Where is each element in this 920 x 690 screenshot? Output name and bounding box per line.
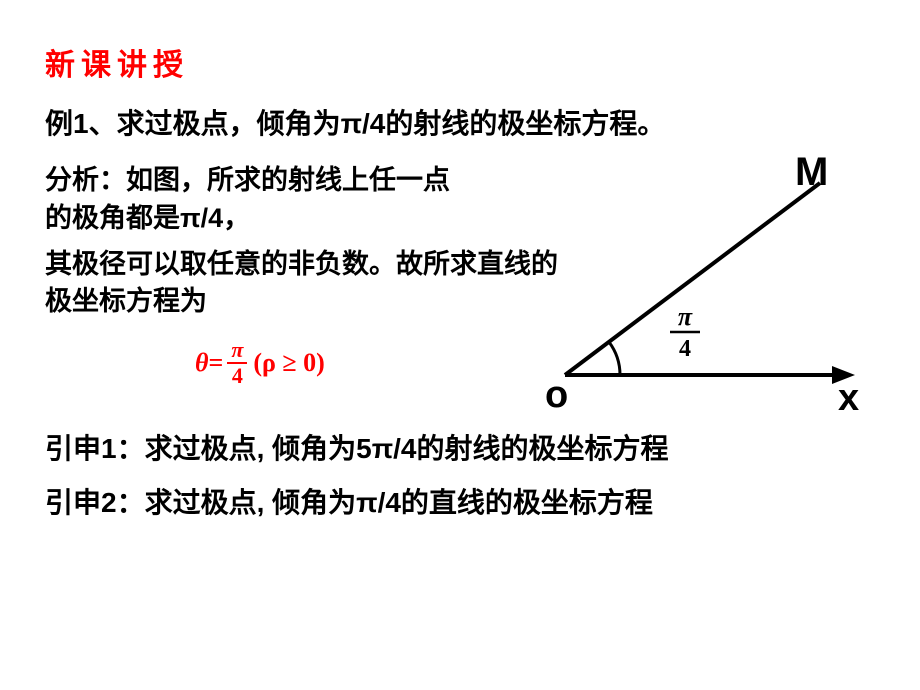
angle-label-fraction: π 4 (670, 302, 700, 362)
ray-diagram: π 4 M o x (520, 155, 870, 415)
fraction-pi-over-4: π 4 (227, 339, 247, 387)
angle-denominator: 4 (679, 336, 691, 362)
origin-label: o (545, 374, 568, 415)
x-axis-label: x (838, 377, 859, 415)
analysis-part2: 其极径可以取任意的非负数。故所求直线的极坐标方程为 (45, 246, 565, 322)
theta-symbol: θ (195, 348, 209, 378)
polar-equation-formula: θ = π 4 (ρ ≥ 0) (195, 339, 325, 387)
rho-condition: (ρ ≥ 0) (253, 348, 325, 378)
section-title: 新课讲授 (45, 40, 890, 84)
fraction-numerator: π (227, 339, 247, 364)
extension-1: 引申1：求过极点, 倾角为5π/4的射线的极坐标方程 (45, 427, 890, 467)
analysis-part1: 分析：如图，所求的射线上任一点的极角都是π/4， (45, 162, 465, 238)
ray-om (565, 183, 820, 375)
example-statement: 例1、求过极点，倾角为π/4的射线的极坐标方程。 (45, 102, 890, 142)
angle-numerator: π (678, 302, 693, 331)
equals-sign: = (209, 348, 224, 378)
point-m-label: M (795, 155, 828, 194)
angle-arc (609, 342, 620, 375)
fraction-denominator: 4 (228, 364, 247, 387)
extension-2: 引申2：求过极点, 倾角为π/4的直线的极坐标方程 (45, 481, 890, 521)
